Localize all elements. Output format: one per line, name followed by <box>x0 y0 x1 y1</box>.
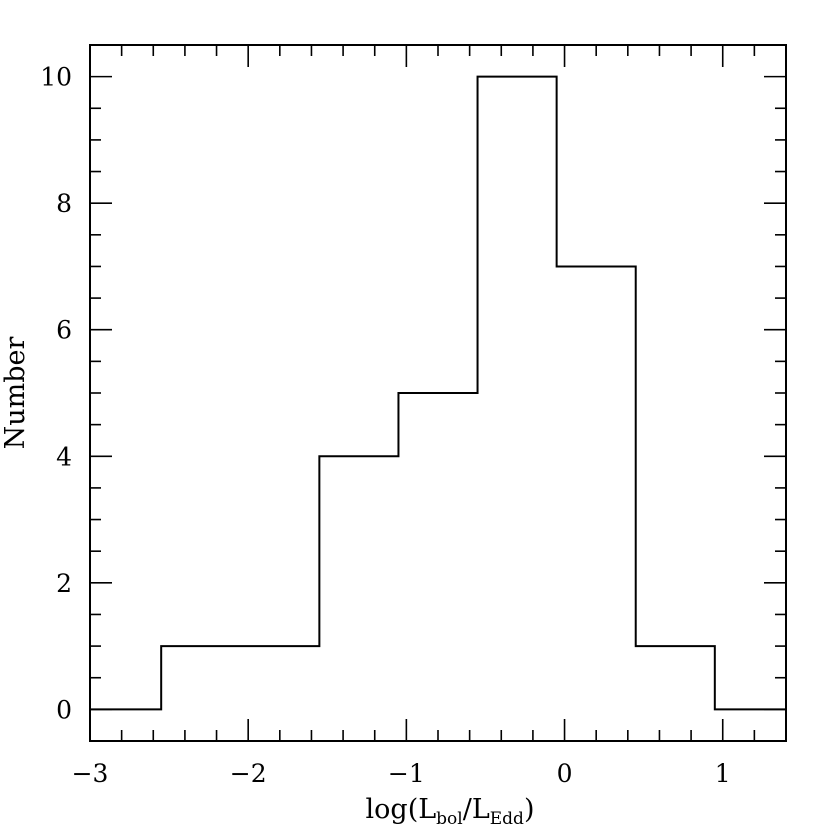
x-axis-label-sub-edd: Edd <box>490 809 524 829</box>
x-axis-label-suffix: ) <box>524 794 535 825</box>
x-tick-labels: −3 −2 −1 0 1 <box>72 759 731 788</box>
x-tick-label: 0 <box>557 759 573 788</box>
x-tick-label: −3 <box>72 759 109 788</box>
histogram-step-line <box>90 75 786 711</box>
plot-frame <box>89 44 787 742</box>
x-axis-label-sub-bol: bol <box>436 809 463 829</box>
x-tick-label: 1 <box>715 759 731 788</box>
x-axis-label-middle: /L <box>463 794 490 825</box>
x-tick-label: −1 <box>388 759 425 788</box>
y-tick-label: 4 <box>56 442 72 471</box>
y-axis-label: Number <box>0 337 31 450</box>
x-axis-label: log(Lbol/LEdd) <box>366 794 535 829</box>
y-tick-label: 10 <box>40 63 72 92</box>
y-tick-label: 2 <box>56 569 72 598</box>
y-tick-labels: 0 2 4 6 8 10 <box>40 63 72 725</box>
x-axis-label-prefix: log(L <box>366 794 437 825</box>
y-tick-label: 6 <box>56 316 72 345</box>
x-tick-label: −2 <box>230 759 267 788</box>
axis-ticks <box>89 44 787 742</box>
y-tick-label: 0 <box>56 695 72 724</box>
y-tick-label: 8 <box>56 189 72 218</box>
